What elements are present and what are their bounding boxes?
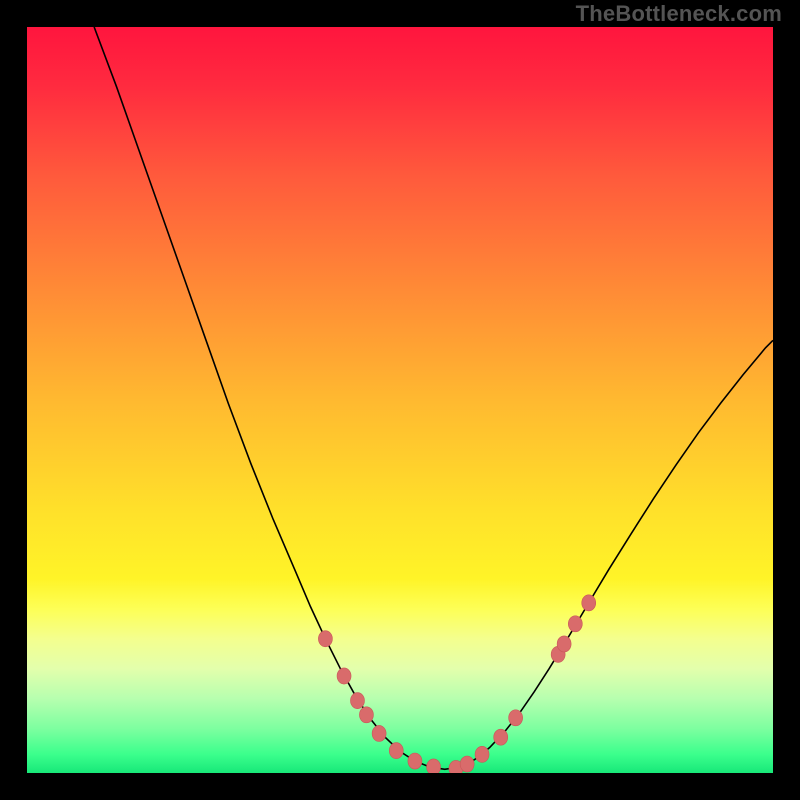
marker-point	[350, 693, 364, 709]
marker-point	[509, 710, 523, 726]
marker-point	[337, 668, 351, 684]
marker-point	[359, 707, 373, 723]
marker-point	[568, 616, 582, 632]
marker-point	[318, 631, 332, 647]
marker-point	[372, 725, 386, 741]
marker-point	[427, 759, 441, 773]
curve-layer	[27, 27, 773, 773]
marker-point	[475, 746, 489, 762]
plot-area	[27, 27, 773, 773]
marker-point	[389, 743, 403, 759]
watermark-text: TheBottleneck.com	[576, 1, 782, 27]
marker-point	[408, 753, 422, 769]
marker-point	[557, 636, 571, 652]
marker-point	[460, 756, 474, 772]
marker-group	[318, 595, 595, 773]
chart-frame: TheBottleneck.com	[0, 0, 800, 800]
marker-point	[582, 595, 596, 611]
bottleneck-curve	[94, 27, 773, 769]
marker-point	[494, 729, 508, 745]
